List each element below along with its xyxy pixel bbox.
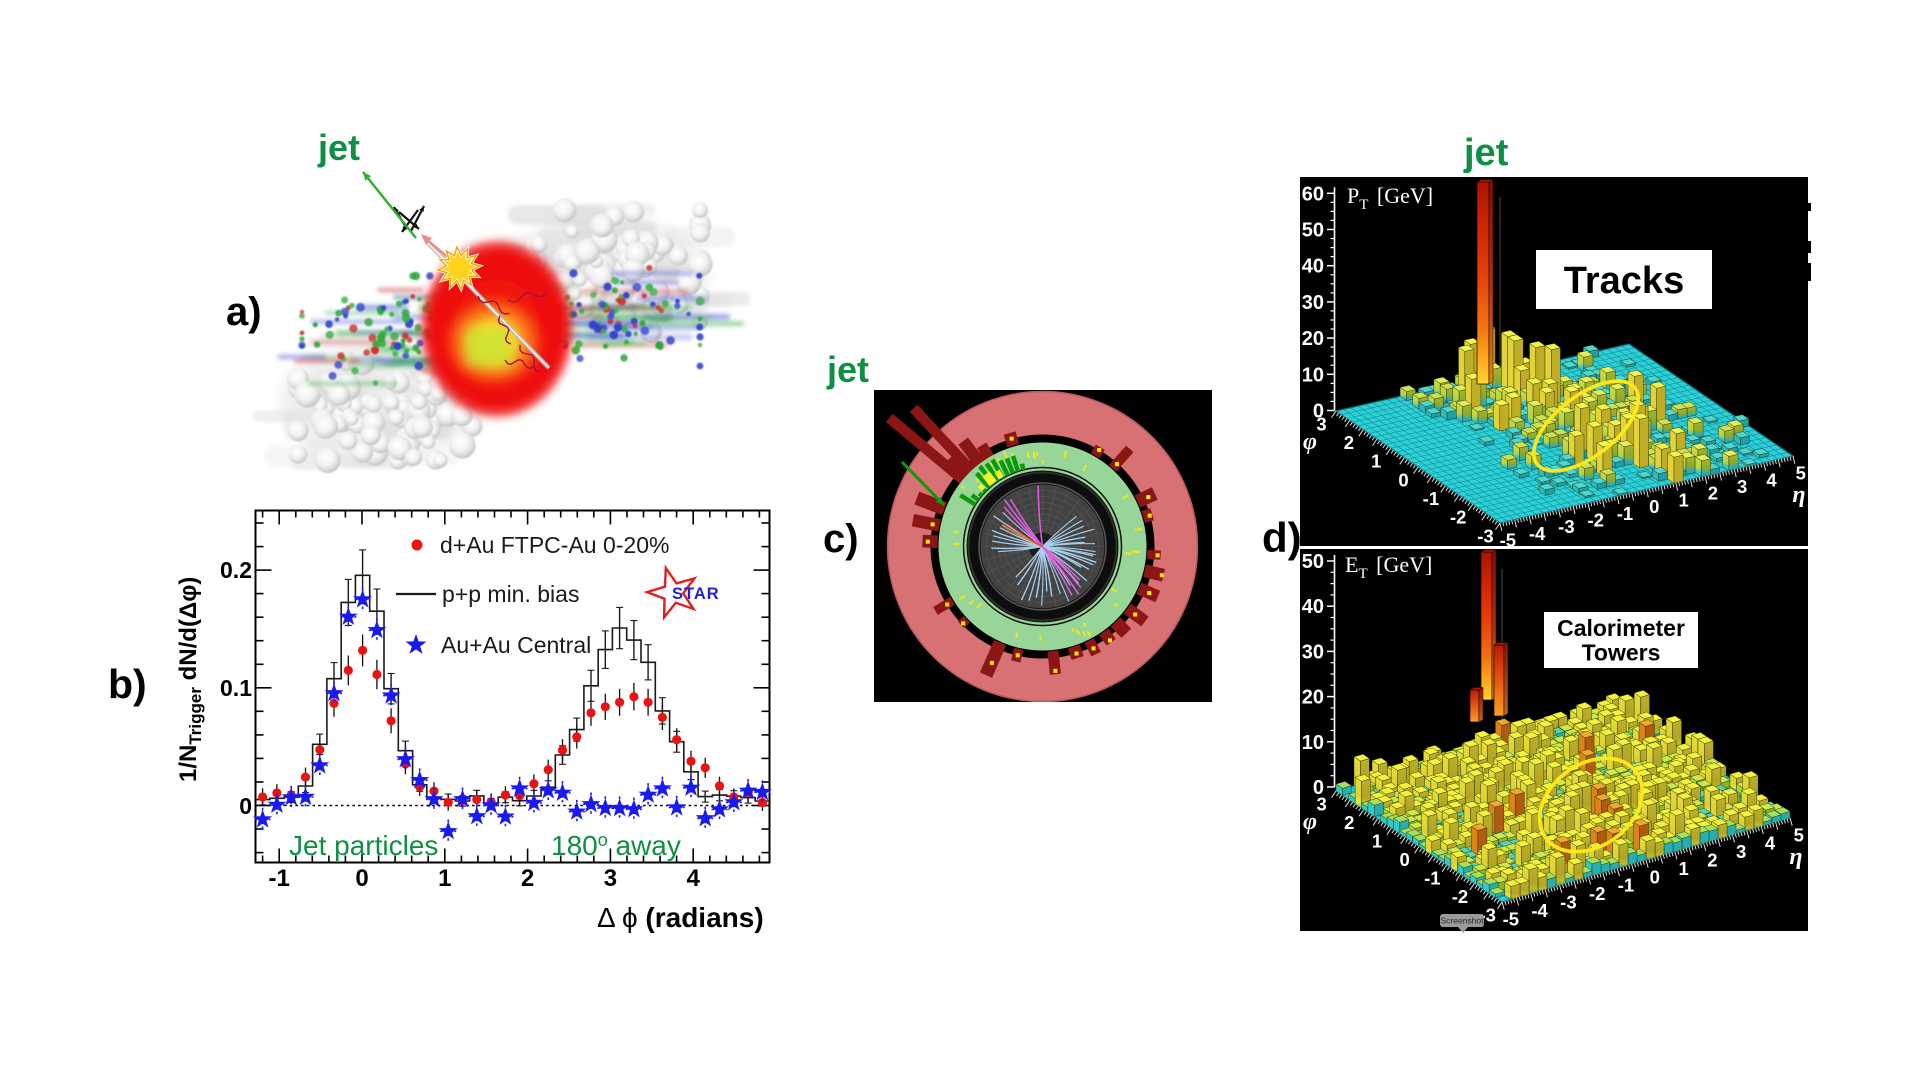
- svg-text:-3: -3: [1477, 525, 1493, 546]
- svg-text:0: 0: [1313, 777, 1324, 799]
- svg-text:-1: -1: [1423, 488, 1439, 509]
- svg-text:0: 0: [1400, 849, 1410, 870]
- svg-text:1: 1: [1678, 858, 1688, 879]
- svg-text:5: 5: [1794, 824, 1804, 845]
- svg-text:-3: -3: [1558, 516, 1574, 537]
- svg-text:20: 20: [1302, 328, 1324, 350]
- svg-text:4: 4: [687, 865, 701, 892]
- svg-text:φ: φ: [1303, 809, 1317, 835]
- svg-text:-3: -3: [1560, 892, 1576, 913]
- svg-text:50: 50: [1302, 220, 1324, 242]
- svg-text:50: 50: [1302, 551, 1324, 573]
- svg-text:30: 30: [1302, 292, 1324, 314]
- svg-text:0: 0: [1650, 866, 1660, 887]
- svg-text:0: 0: [239, 793, 252, 819]
- svg-text:φ: φ: [1303, 429, 1317, 455]
- svg-text:p+p min. bias: p+p min. bias: [442, 581, 579, 607]
- svg-text:3: 3: [1317, 794, 1327, 815]
- svg-text:c): c): [823, 517, 859, 561]
- svg-text:-2: -2: [1450, 507, 1466, 528]
- svg-text:4: 4: [1766, 469, 1777, 490]
- svg-text:-1: -1: [1618, 875, 1634, 896]
- svg-text:0.1: 0.1: [220, 675, 252, 701]
- svg-text:1: 1: [1372, 831, 1382, 852]
- svg-text:5: 5: [1796, 463, 1806, 484]
- svg-text:1: 1: [1371, 451, 1381, 472]
- svg-text:2: 2: [521, 865, 534, 892]
- svg-text:Au+Au Central: Au+Au Central: [441, 632, 591, 658]
- svg-text:10: 10: [1302, 364, 1324, 386]
- svg-text:30: 30: [1302, 641, 1324, 663]
- svg-text:Towers: Towers: [1582, 639, 1661, 665]
- svg-text:3: 3: [1316, 413, 1326, 434]
- svg-text:Screenshot: Screenshot: [1441, 916, 1485, 926]
- svg-text:3: 3: [1737, 476, 1747, 497]
- svg-text:b): b): [108, 661, 147, 707]
- svg-text:40: 40: [1302, 596, 1324, 618]
- svg-text:jet: jet: [1463, 132, 1509, 174]
- svg-text:3: 3: [604, 865, 617, 892]
- svg-text:60: 60: [1302, 183, 1324, 205]
- svg-text:3: 3: [1736, 841, 1746, 862]
- svg-text:4: 4: [1765, 833, 1776, 854]
- svg-text:-4: -4: [1531, 900, 1548, 921]
- svg-text:-4: -4: [1529, 523, 1546, 544]
- svg-text:-2: -2: [1589, 883, 1605, 904]
- svg-text:d): d): [1262, 514, 1302, 561]
- svg-text:1: 1: [1678, 489, 1688, 510]
- svg-text:-2: -2: [1452, 886, 1468, 907]
- svg-text:-1: -1: [1617, 503, 1633, 524]
- svg-text:-2: -2: [1587, 510, 1603, 531]
- svg-text:jet: jet: [826, 349, 869, 390]
- svg-text:d+Au FTPC-Au 0-20%: d+Au FTPC-Au 0-20%: [440, 532, 669, 558]
- svg-text:20: 20: [1302, 687, 1324, 709]
- svg-text:0: 0: [355, 865, 368, 892]
- svg-text:2: 2: [1344, 812, 1354, 833]
- svg-text:Jet particles: Jet particles: [289, 830, 438, 861]
- svg-text:-5: -5: [1500, 530, 1516, 551]
- svg-text:η: η: [1792, 482, 1805, 508]
- svg-text:Calorimeter: Calorimeter: [1557, 615, 1685, 641]
- svg-text:1: 1: [438, 865, 451, 892]
- svg-text:0: 0: [1649, 496, 1659, 517]
- svg-text:10: 10: [1302, 732, 1324, 754]
- svg-text:STAR: STAR: [672, 585, 720, 603]
- svg-text:Δ ϕ (radians): Δ ϕ (radians): [597, 902, 764, 933]
- svg-text:180o away: 180o away: [551, 830, 681, 861]
- svg-text:a): a): [226, 290, 262, 334]
- svg-text:1/NTrigger dN/d(Δφ): 1/NTrigger dN/d(Δφ): [175, 577, 205, 782]
- svg-text:0: 0: [1313, 401, 1324, 423]
- svg-text:-1: -1: [1424, 868, 1440, 889]
- svg-text:-5: -5: [1503, 908, 1519, 929]
- svg-text:-1: -1: [269, 865, 290, 892]
- svg-text:2: 2: [1708, 483, 1718, 504]
- svg-text:2: 2: [1344, 432, 1354, 453]
- svg-text:40: 40: [1302, 256, 1324, 278]
- svg-text:Tracks: Tracks: [1564, 260, 1684, 302]
- svg-text:jet: jet: [317, 127, 360, 168]
- svg-text:0.2: 0.2: [220, 557, 252, 583]
- svg-text:η: η: [1789, 844, 1802, 870]
- svg-text:2: 2: [1707, 850, 1717, 871]
- svg-text:0: 0: [1398, 469, 1408, 490]
